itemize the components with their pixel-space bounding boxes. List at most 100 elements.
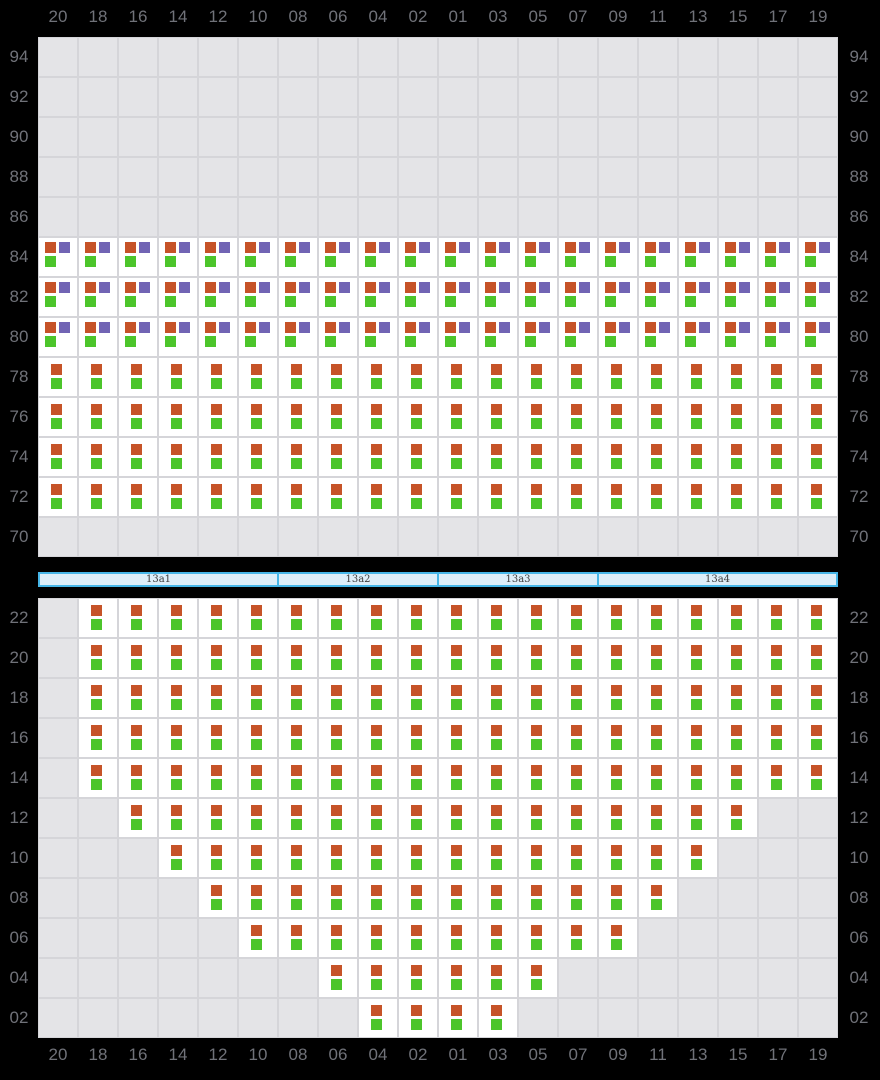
pitch-cell[interactable]	[398, 397, 438, 437]
divider-segment-13a2[interactable]: 13a2	[279, 574, 439, 585]
pitch-cell[interactable]	[158, 277, 198, 317]
pitch-cell[interactable]	[678, 397, 718, 437]
pitch-cell[interactable]	[78, 638, 118, 678]
pitch-cell[interactable]	[318, 317, 358, 357]
pitch-cell[interactable]	[238, 718, 278, 758]
pitch-cell[interactable]	[398, 357, 438, 397]
pitch-cell[interactable]	[478, 437, 518, 477]
pitch-cell[interactable]	[198, 718, 238, 758]
pitch-cell[interactable]	[718, 477, 758, 517]
pitch-cell[interactable]	[158, 798, 198, 838]
pitch-cell[interactable]	[638, 598, 678, 638]
pitch-cell[interactable]	[598, 878, 638, 918]
pitch-cell[interactable]	[518, 878, 558, 918]
pitch-cell[interactable]	[278, 718, 318, 758]
pitch-cell[interactable]	[118, 638, 158, 678]
pitch-cell[interactable]	[278, 878, 318, 918]
pitch-cell[interactable]	[678, 638, 718, 678]
pitch-cell[interactable]	[438, 758, 478, 798]
pitch-cell[interactable]	[558, 758, 598, 798]
pitch-cell[interactable]	[638, 678, 678, 718]
pitch-cell[interactable]	[318, 758, 358, 798]
pitch-cell[interactable]	[398, 317, 438, 357]
pitch-cell[interactable]	[798, 397, 838, 437]
pitch-cell[interactable]	[158, 437, 198, 477]
pitch-cell[interactable]	[478, 477, 518, 517]
pitch-cell[interactable]	[38, 277, 78, 317]
pitch-cell[interactable]	[118, 397, 158, 437]
pitch-cell[interactable]	[518, 397, 558, 437]
pitch-cell[interactable]	[38, 397, 78, 437]
pitch-cell[interactable]	[438, 798, 478, 838]
pitch-cell[interactable]	[518, 838, 558, 878]
pitch-cell[interactable]	[798, 277, 838, 317]
pitch-cell[interactable]	[198, 878, 238, 918]
pitch-cell[interactable]	[358, 277, 398, 317]
pitch-cell[interactable]	[398, 838, 438, 878]
divider-segment-13a1[interactable]: 13a1	[40, 574, 279, 585]
pitch-cell[interactable]	[518, 758, 558, 798]
pitch-cell[interactable]	[478, 958, 518, 998]
pitch-cell[interactable]	[478, 357, 518, 397]
pitch-cell[interactable]	[798, 437, 838, 477]
pitch-cell[interactable]	[598, 718, 638, 758]
pitch-cell[interactable]	[318, 397, 358, 437]
pitch-cell[interactable]	[358, 598, 398, 638]
pitch-cell[interactable]	[638, 838, 678, 878]
pitch-cell[interactable]	[758, 317, 798, 357]
pitch-cell[interactable]	[358, 958, 398, 998]
pitch-cell[interactable]	[278, 798, 318, 838]
pitch-cell[interactable]	[118, 317, 158, 357]
pitch-cell[interactable]	[158, 718, 198, 758]
pitch-cell[interactable]	[598, 477, 638, 517]
pitch-cell[interactable]	[238, 357, 278, 397]
pitch-cell[interactable]	[38, 477, 78, 517]
pitch-cell[interactable]	[558, 598, 598, 638]
pitch-cell[interactable]	[438, 958, 478, 998]
pitch-cell[interactable]	[118, 477, 158, 517]
pitch-cell[interactable]	[358, 918, 398, 958]
pitch-cell[interactable]	[678, 598, 718, 638]
pitch-cell[interactable]	[678, 718, 718, 758]
pitch-cell[interactable]	[278, 838, 318, 878]
pitch-cell[interactable]	[438, 357, 478, 397]
pitch-cell[interactable]	[358, 437, 398, 477]
pitch-cell[interactable]	[198, 638, 238, 678]
pitch-cell[interactable]	[318, 878, 358, 918]
pitch-cell[interactable]	[398, 638, 438, 678]
pitch-cell[interactable]	[598, 758, 638, 798]
pitch-cell[interactable]	[118, 437, 158, 477]
pitch-cell[interactable]	[198, 397, 238, 437]
pitch-cell[interactable]	[318, 798, 358, 838]
pitch-cell[interactable]	[518, 277, 558, 317]
pitch-cell[interactable]	[78, 758, 118, 798]
pitch-cell[interactable]	[398, 718, 438, 758]
pitch-cell[interactable]	[78, 277, 118, 317]
pitch-cell[interactable]	[78, 397, 118, 437]
pitch-cell[interactable]	[718, 317, 758, 357]
pitch-cell[interactable]	[238, 237, 278, 277]
pitch-cell[interactable]	[118, 237, 158, 277]
pitch-cell[interactable]	[678, 758, 718, 798]
pitch-cell[interactable]	[398, 918, 438, 958]
pitch-cell[interactable]	[438, 678, 478, 718]
pitch-cell[interactable]	[678, 678, 718, 718]
pitch-cell[interactable]	[78, 317, 118, 357]
pitch-cell[interactable]	[238, 758, 278, 798]
pitch-cell[interactable]	[278, 678, 318, 718]
pitch-cell[interactable]	[78, 718, 118, 758]
pitch-cell[interactable]	[718, 437, 758, 477]
pitch-cell[interactable]	[158, 758, 198, 798]
pitch-cell[interactable]	[478, 638, 518, 678]
pitch-cell[interactable]	[238, 277, 278, 317]
pitch-cell[interactable]	[238, 437, 278, 477]
pitch-cell[interactable]	[278, 437, 318, 477]
pitch-cell[interactable]	[238, 838, 278, 878]
pitch-cell[interactable]	[518, 798, 558, 838]
pitch-cell[interactable]	[318, 477, 358, 517]
pitch-cell[interactable]	[678, 317, 718, 357]
pitch-cell[interactable]	[318, 638, 358, 678]
pitch-cell[interactable]	[638, 798, 678, 838]
pitch-cell[interactable]	[478, 918, 518, 958]
pitch-cell[interactable]	[518, 638, 558, 678]
